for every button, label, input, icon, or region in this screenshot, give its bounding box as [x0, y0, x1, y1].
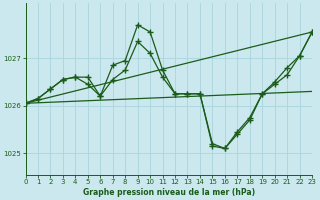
X-axis label: Graphe pression niveau de la mer (hPa): Graphe pression niveau de la mer (hPa) [83, 188, 255, 197]
